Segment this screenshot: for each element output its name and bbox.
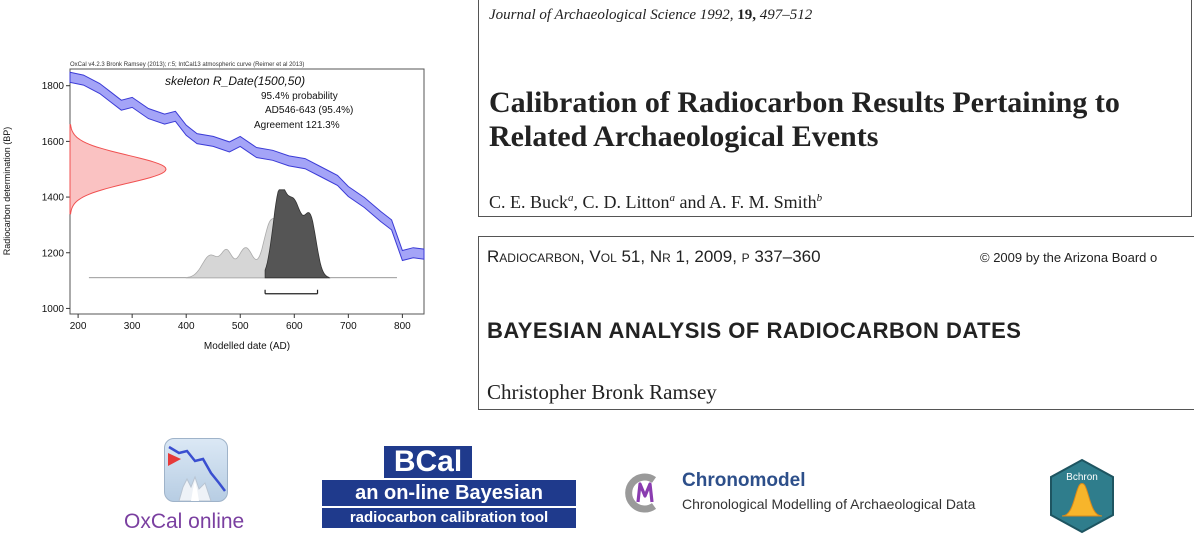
chronomodel-logo[interactable]: Chronomodel Chronological Modelling of A…: [624, 468, 1024, 518]
x-tick-label-4: 600: [286, 321, 303, 332]
paper1-journal: Journal of Archaeological Science 1992,: [489, 7, 734, 23]
axes: 200 300 400 500 600 700 800 1800 1600 1400 1200 100…: [42, 81, 411, 332]
paper1-author1: C. E. Buck: [489, 192, 568, 212]
chronomodel-tagline: Chronological Modelling of Archaeologica…: [682, 496, 976, 512]
calibration-chart-svg: OxCal v4.2.3 Bronk Ramsey (2013); r:5; I…: [2, 62, 425, 352]
bcal-line3: radiocarbon calibration tool: [322, 508, 576, 528]
oxcal-online-label: OxCal online: [124, 510, 245, 533]
bcal-line2: an on-line Bayesian: [322, 480, 576, 506]
sample-name: skeleton R_Date(1500,50): [165, 74, 305, 88]
paper1-authors: C. E. Bucka, C. D. Littona and A. F. M. …: [489, 192, 822, 213]
chronomodel-name: Chronomodel: [682, 470, 806, 491]
bcal-logo[interactable]: BCal an on-line Bayesian radiocarbon cal…: [320, 446, 578, 531]
bchron-logo[interactable]: Bchron: [1048, 458, 1116, 534]
oxcal-app-icon: [164, 438, 228, 502]
paper1-title-line2: Related Archaeological Events: [489, 120, 879, 153]
paper2-author: Christopher Bronk Ramsey: [487, 380, 717, 404]
paper-buck-1992: Journal of Archaeological Science 1992, …: [478, 0, 1192, 217]
x-tick-label-2: 400: [178, 321, 195, 332]
paper2-journal: Radiocarbon, Vol 51, Nr 1, 2009, p 337–3…: [487, 247, 821, 266]
x-tick-label-0: 200: [70, 321, 87, 332]
bcal-title: BCal: [384, 446, 472, 478]
calibrated-date-distribution: [88, 189, 397, 279]
y-tick-label-3: 1200: [42, 248, 65, 259]
paper1-author3-affiliation: b: [816, 192, 823, 204]
paper1-title-line1: Calibration of Radiocarbon Results Perta…: [489, 86, 1120, 119]
y-axis-label: Radiocarbon determination (BP): [2, 127, 12, 256]
chronomodel-icon: [625, 473, 657, 513]
paper1-author2: , C. D. Litton: [573, 192, 670, 212]
x-axis-label: Modelled date (AD): [204, 341, 290, 352]
radiocarbon-date-density: [69, 124, 167, 215]
y-tick-label-1: 1600: [42, 137, 65, 148]
bchron-label: Bchron: [1066, 472, 1098, 483]
paper1-pages: 497–512: [759, 7, 813, 23]
paper1-journal-line: Journal of Archaeological Science 1992, …: [489, 7, 812, 24]
paper2-title: BAYESIAN ANALYSIS OF RADIOCARBON DATES: [487, 318, 1022, 343]
paper1-author2-affiliation: a: [669, 192, 676, 204]
oxcal-header: OxCal v4.2.3 Bronk Ramsey (2013); r:5; I…: [70, 62, 304, 68]
oxcal-online-logo[interactable]: OxCal online: [124, 438, 284, 537]
paper1-volume: 19,: [737, 7, 757, 23]
modelled-density: [264, 189, 331, 279]
oxcal-calibration-plot: OxCal v4.2.3 Bronk Ramsey (2013); r:5; I…: [0, 55, 430, 365]
paper-bronk-ramsey-2009: Radiocarbon, Vol 51, Nr 1, 2009, p 337–3…: [478, 236, 1194, 410]
paper2-copyright: © 2009 by the Arizona Board o: [980, 250, 1158, 265]
bchron-hexagon-icon: Bchron: [1050, 458, 1114, 534]
x-tick-label-6: 800: [394, 321, 411, 332]
y-tick-label-0: 1800: [42, 81, 65, 92]
paper1-title: Calibration of Radiocarbon Results Perta…: [489, 86, 1120, 154]
agreement-label: Agreement 121.3%: [254, 120, 340, 131]
paper1-author3: and A. F. M. Smith: [675, 192, 817, 212]
range-label: AD546-643 (95.4%): [265, 105, 353, 116]
calibration-curve: [69, 71, 425, 262]
y-tick-label-2: 1400: [42, 193, 65, 204]
y-tick-label-4: 1000: [42, 304, 65, 315]
x-tick-label-1: 300: [124, 321, 141, 332]
probability-label: 95.4% probability: [261, 91, 338, 102]
paper1-author1-affiliation: a: [568, 192, 574, 204]
x-tick-label-3: 500: [232, 321, 249, 332]
radiocarbon-date-distribution: [69, 124, 167, 215]
calibration-curve-band: [69, 71, 425, 262]
x-tick-label-5: 700: [340, 321, 357, 332]
